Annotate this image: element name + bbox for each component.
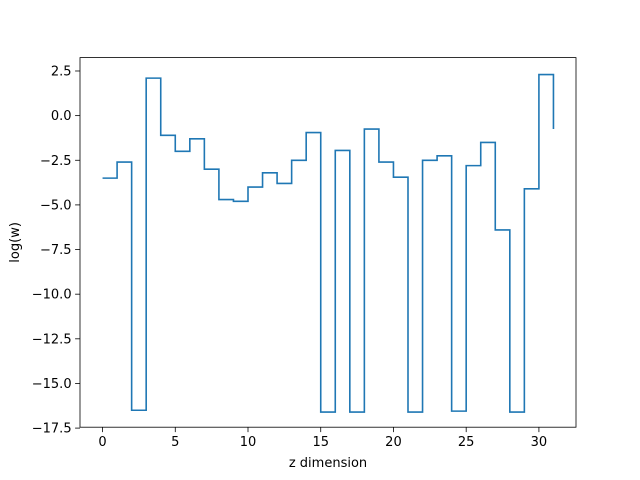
y-tick-label: 2.5 bbox=[51, 64, 72, 79]
y-tick-label: −15.0 bbox=[32, 377, 72, 392]
x-tick-label: 30 bbox=[531, 435, 548, 450]
y-tick-label: 0.0 bbox=[51, 109, 72, 124]
y-tick-label: −12.5 bbox=[32, 332, 72, 347]
x-tick-label: 20 bbox=[385, 435, 402, 450]
y-tick-label: −17.5 bbox=[32, 422, 72, 437]
y-tick-label: −7.5 bbox=[40, 243, 72, 258]
x-tick-label: 15 bbox=[312, 435, 329, 450]
series-line-0 bbox=[102, 73, 555, 413]
y-tick-label: −2.5 bbox=[40, 154, 72, 169]
y-axis-label: log(w) bbox=[8, 222, 23, 263]
series-layer bbox=[102, 73, 555, 413]
x-tick-label: 25 bbox=[458, 435, 475, 450]
y-tick-label: −5.0 bbox=[40, 198, 72, 213]
x-tick-label: 5 bbox=[171, 435, 179, 450]
x-axis-label: z dimension bbox=[289, 456, 367, 471]
x-tick-label: 10 bbox=[240, 435, 257, 450]
x-tick-label: 0 bbox=[98, 435, 106, 450]
ticks-layer: 0 5 10 15 20 25 30 2.5 0.0 −2.5 −5.0 −7.5 −10.0 −12.5… bbox=[32, 64, 547, 450]
y-tick-label: −10.0 bbox=[32, 288, 72, 303]
plot-frame bbox=[79, 57, 577, 428]
plot-background bbox=[80, 57, 576, 428]
